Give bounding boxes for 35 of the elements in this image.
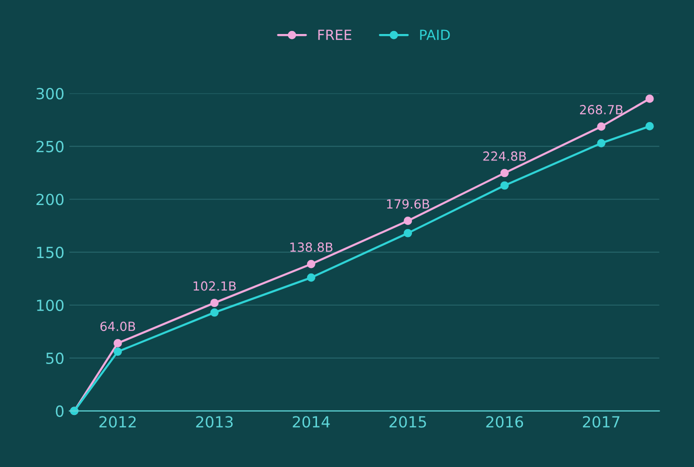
point: [210, 298, 219, 308]
x-tick-label: 2015: [390, 416, 426, 428]
x-tick-label: 2013: [196, 416, 233, 428]
point: [306, 273, 316, 282]
y-tick-label: 50: [46, 352, 64, 364]
data-label: 268.7B: [580, 104, 623, 114]
data-label: 102.1B: [194, 281, 236, 291]
point: [645, 122, 654, 130]
data-label: 224.8B: [483, 151, 526, 161]
data-label: 138.8B: [290, 242, 332, 252]
x-tick-label: 2014: [292, 416, 330, 428]
y-tick-label: 0: [56, 405, 64, 417]
point: [404, 228, 412, 238]
point: [114, 348, 122, 356]
x-tick-label: 2012: [99, 416, 136, 428]
point: [114, 339, 122, 348]
data-label: 64.0B: [100, 322, 136, 332]
y-tick-label: 150: [37, 246, 64, 258]
point: [597, 122, 606, 131]
point: [210, 308, 219, 317]
point: [500, 181, 509, 190]
point: [500, 168, 509, 178]
x-tick-label: 2016: [486, 416, 524, 428]
y-tick-label: 300: [36, 88, 64, 100]
legend-label: FREE: [318, 30, 352, 40]
legend-label: PAID: [420, 30, 450, 40]
point: [597, 138, 606, 148]
y-tick-label: 200: [36, 194, 64, 206]
point: [306, 260, 316, 268]
point: [645, 94, 654, 103]
y-tick-label: 250: [36, 140, 64, 152]
x-tick-label: 2017: [582, 416, 620, 428]
y-tick-label: 100: [37, 300, 64, 312]
point: [404, 216, 412, 226]
data-label: 179.6B: [387, 199, 430, 209]
